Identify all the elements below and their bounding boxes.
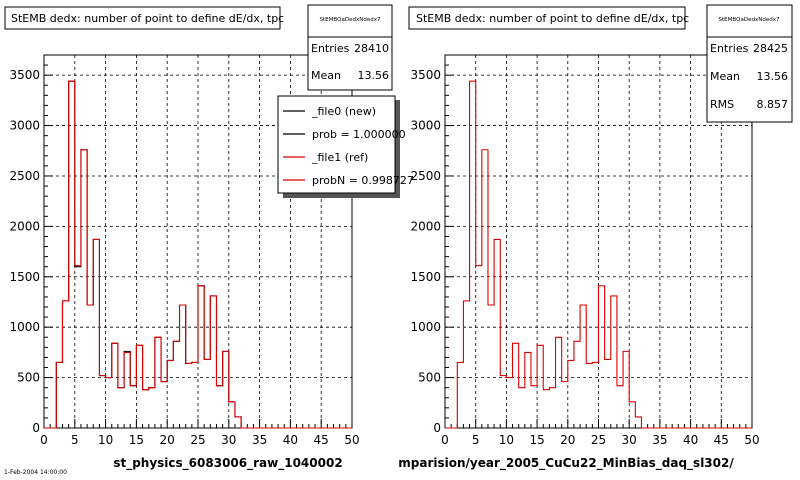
legend-label-2: _file1 (ref) (311, 151, 368, 164)
left-stats-name: StEMBQaDedxNdedx7 (320, 17, 381, 23)
right-title: StEMB dedx: number of point to define dE… (416, 12, 689, 25)
right-x-tick-label: 25 (591, 433, 606, 447)
left-histograms (44, 80, 352, 429)
left-stats-value-entries: 28410 (354, 42, 389, 55)
right-x-tick-label: 45 (714, 433, 729, 447)
right-y-tick-label: 3500 (410, 68, 441, 82)
left-x-tick-label: 20 (160, 433, 175, 447)
left-y-tick-label: 0 (32, 421, 40, 435)
right-axis-ticks: 0 5 10 15 20 25 30 35 40 45 5005001000150020002500… (410, 64, 760, 447)
right-stats-label-rms: RMS (710, 98, 734, 111)
left-y-tick-label: 3000 (9, 119, 40, 133)
right-stats-name: StEMBQaDedxNdedx7 (719, 17, 780, 23)
right-x-tick-label: 10 (499, 433, 514, 447)
left-x-tick-label: 0 (40, 433, 48, 447)
left-x-tick-label: 50 (344, 433, 359, 447)
right-x-tick-label: 50 (744, 433, 759, 447)
right-stats-value-mean: 13.56 (757, 70, 789, 83)
right-y-tick-label: 2500 (410, 169, 441, 183)
left-y-tick-label: 1500 (9, 270, 40, 284)
left-xlabel: st_physics_6083006_raw_1040002 (113, 456, 342, 471)
right-y-tick-label: 2000 (410, 219, 441, 233)
right-stats-label-entries: Entries (710, 42, 749, 55)
left-axis-ticks: 0 5 10 15 20 25 30 35 40 45 5005001000150020002500… (9, 64, 360, 447)
left-y-tick-label: 2500 (9, 169, 40, 183)
left-stats-box (307, 4, 393, 91)
legend-label-0: _file0 (new) (311, 105, 376, 118)
left-y-tick-label: 1000 (9, 320, 40, 334)
left-x-tick-label: 30 (221, 433, 236, 447)
right-y-tick-label: 0 (433, 421, 441, 435)
right-x-tick-label: 15 (529, 433, 544, 447)
legend-box (277, 95, 396, 194)
right-x-tick-label: 0 (441, 433, 449, 447)
left-y-tick-label: 500 (17, 371, 40, 385)
right-x-tick-label: 40 (683, 433, 698, 447)
right-x-tick-label: 20 (560, 433, 575, 447)
legend: _file0 (new) prob = 1.000000 _file1 (ref… (277, 95, 414, 198)
left-x-tick-label: 40 (283, 433, 298, 447)
right-stats-label-mean: Mean (710, 70, 740, 83)
right-x-tick-label: 35 (652, 433, 667, 447)
left-x-tick-label: 10 (98, 433, 113, 447)
left-stats-label-entries: Entries (311, 42, 350, 55)
right-pad: StEMB dedx: number of point to define dE… (398, 4, 793, 471)
legend-label-1: prob = 1.000000 (312, 128, 406, 141)
left-x-tick-label: 25 (190, 433, 205, 447)
left-title-box (4, 6, 281, 30)
left-stats-label-mean: Mean (311, 69, 341, 82)
right-stats-box (706, 4, 793, 123)
right-stats-value-rms: 8.857 (757, 98, 789, 111)
right-histograms (445, 80, 752, 429)
left-y-tick-label: 3500 (9, 68, 40, 82)
right-hist-series-0 (445, 80, 752, 429)
right-title-box (408, 6, 686, 30)
right-x-tick-label: 30 (622, 433, 637, 447)
left-x-tick-label: 35 (252, 433, 267, 447)
right-x-tick-label: 5 (472, 433, 480, 447)
left-hist-series-1 (44, 80, 352, 429)
right-y-tick-label: 500 (418, 371, 441, 385)
right-grid (445, 55, 752, 428)
left-x-tick-label: 5 (71, 433, 79, 447)
left-stats-value-mean: 13.56 (358, 69, 390, 82)
footer-text: 1-Feb-2004 14:00:00 (4, 469, 67, 476)
right-stats-value-entries: 28425 (753, 42, 788, 55)
left-x-tick-label: 15 (129, 433, 144, 447)
left-x-tick-label: 45 (314, 433, 329, 447)
legend-label-3: probN = 0.998727 (312, 174, 414, 187)
right-y-tick-label: 3000 (410, 119, 441, 133)
left-pad: StEMB dedx: number of point to define dE… (4, 4, 414, 471)
left-y-tick-label: 2000 (9, 219, 40, 233)
right-y-tick-label: 1000 (410, 320, 441, 334)
right-y-tick-label: 1500 (410, 270, 441, 284)
right-xlabel: mparision/year_2005_CuCu22_MinBias_daq_s… (398, 456, 734, 471)
left-title: StEMB dedx: number of point to define dE… (11, 12, 284, 25)
